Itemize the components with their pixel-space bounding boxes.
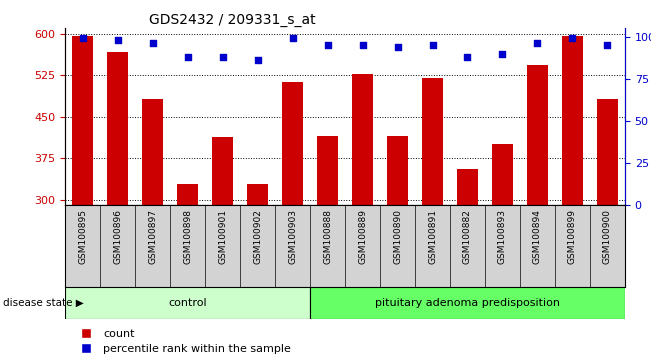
Bar [107,52,128,354]
Text: GSM100900: GSM100900 [603,209,612,264]
Point [147,41,158,46]
Bar [457,169,478,354]
Text: GSM100899: GSM100899 [568,209,577,264]
Bar [282,82,303,354]
Bar [212,137,233,354]
Point [287,36,298,41]
Bar [597,98,618,354]
Bar [492,144,513,354]
Text: GSM100893: GSM100893 [498,209,507,264]
Text: GDS2432 / 209331_s_at: GDS2432 / 209331_s_at [149,13,316,27]
Bar [142,98,163,354]
Bar [562,35,583,354]
Bar [72,35,93,354]
Point [77,36,88,41]
Point [182,54,193,60]
Point [497,51,508,56]
Text: GSM100890: GSM100890 [393,209,402,264]
Text: GSM100894: GSM100894 [533,209,542,264]
Bar [422,78,443,354]
Point [602,42,613,48]
Text: disease state ▶: disease state ▶ [3,298,84,308]
Bar [247,184,268,354]
Text: GSM100896: GSM100896 [113,209,122,264]
Text: GSM100898: GSM100898 [183,209,192,264]
Point [253,57,263,63]
Bar [387,136,408,354]
Text: GSM100897: GSM100897 [148,209,157,264]
Text: pituitary adenoma predisposition: pituitary adenoma predisposition [375,298,560,308]
Bar [352,74,373,354]
Point [357,42,368,48]
Text: GSM100895: GSM100895 [78,209,87,264]
Bar [310,287,625,319]
Point [533,41,543,46]
Text: GSM100891: GSM100891 [428,209,437,264]
Bar [317,136,338,354]
Bar [527,65,548,354]
Point [427,42,437,48]
Text: GSM100902: GSM100902 [253,209,262,264]
Point [393,44,403,50]
Bar [65,287,310,319]
Text: GSM100882: GSM100882 [463,209,472,264]
Text: GSM100901: GSM100901 [218,209,227,264]
Text: GSM100889: GSM100889 [358,209,367,264]
Bar [177,184,198,354]
Point [567,36,577,41]
Text: control: control [168,298,207,308]
Point [462,54,473,60]
Point [322,42,333,48]
Point [113,37,123,43]
Text: GSM100888: GSM100888 [323,209,332,264]
Point [217,54,228,60]
Text: GSM100903: GSM100903 [288,209,297,264]
Legend: count, percentile rank within the sample: count, percentile rank within the sample [71,324,295,354]
